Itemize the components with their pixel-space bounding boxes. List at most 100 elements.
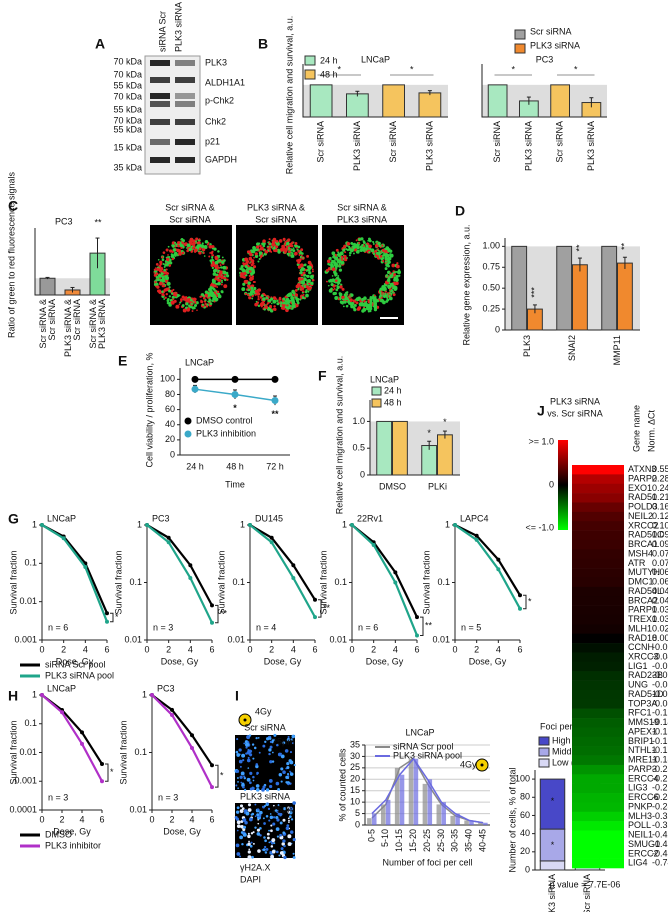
point: [291, 563, 296, 568]
band: [175, 157, 195, 163]
gene-name: LIG4: [628, 858, 648, 868]
dose-label: 4Gy: [460, 759, 477, 769]
signal-dot: [384, 283, 387, 287]
signal-dot: [167, 245, 170, 248]
bar: [413, 758, 419, 825]
survival-curve: [454, 524, 521, 596]
signal-dot: [277, 787, 281, 791]
signal-dot: [174, 255, 177, 257]
signal-dot: [269, 304, 272, 308]
signal-dot: [171, 257, 175, 261]
signal-dot: [282, 770, 286, 774]
bar-segment: [539, 860, 566, 871]
signal-dot: [288, 759, 292, 763]
signal-dot: [276, 299, 279, 303]
bar: [422, 783, 428, 825]
panel-label: J: [537, 403, 545, 419]
signal-dot: [292, 247, 295, 250]
band: [150, 93, 170, 99]
heatmap-cell: [572, 858, 624, 869]
blot: [144, 55, 201, 175]
signal-dot: [274, 809, 278, 812]
signal-dot: [154, 280, 157, 284]
signal-dot: [193, 303, 198, 308]
signal-dot: [346, 305, 349, 307]
panel-label: G: [8, 511, 19, 527]
x-tick-label: 2: [61, 644, 66, 654]
signal-dot: [355, 239, 358, 242]
signal-dot: [343, 244, 347, 248]
signal-dot: [265, 814, 269, 818]
gene-value: -0.429: [652, 830, 668, 840]
bar: [455, 813, 460, 825]
signal-dot: [290, 254, 295, 258]
mw-marker: 55 kDa: [113, 80, 142, 90]
heatmap-cell: [572, 802, 624, 813]
gene-name: PARP3: [628, 764, 657, 774]
y-tick-label: 60: [165, 404, 175, 414]
y-tick-label: 0.1: [129, 577, 142, 587]
gene-value: -0.173: [652, 745, 668, 755]
signal-dot: [202, 296, 206, 300]
signal-dot: [275, 816, 279, 820]
signal-dot: [384, 267, 388, 271]
signal-dot: [214, 298, 218, 302]
signal-dot: [387, 264, 390, 268]
point: [166, 535, 171, 540]
heatmap-cell: [572, 568, 624, 578]
x-tick-label: SNAI2: [567, 335, 577, 361]
x-tick-label: Scr siRNA &: [88, 299, 98, 349]
signal-dot: [255, 764, 259, 769]
point: [453, 523, 457, 527]
sig-bracket: [110, 612, 114, 623]
signal-dot: [334, 259, 336, 262]
signal-dot: [254, 254, 259, 258]
x-tick-label: Scr siRNA: [388, 121, 398, 163]
signal-dot: [239, 775, 243, 779]
y-tick-label: 35: [350, 739, 360, 749]
signal-dot: [249, 277, 253, 282]
significance: *: [443, 417, 447, 427]
n-label: n = 6: [48, 622, 68, 632]
signal-dot: [299, 269, 302, 272]
heatmap-cell: [572, 624, 624, 634]
signal-dot: [177, 244, 181, 248]
n-label: n = 4: [256, 622, 276, 632]
signal-dot: [392, 270, 395, 273]
bar: [408, 758, 414, 825]
significance: *: [410, 64, 414, 74]
signal-dot: [249, 252, 253, 257]
signal-dot: [356, 251, 360, 254]
signal-dot: [286, 737, 291, 742]
signal-dot: [241, 807, 245, 810]
signal-dot: [255, 763, 259, 766]
x-tick-label: 0: [247, 644, 252, 654]
y-tick-label: 0.01: [329, 634, 347, 644]
signal-dot: [262, 239, 266, 243]
signal-dot: [263, 836, 266, 839]
signal-dot: [221, 281, 223, 284]
column-header: Gene name: [631, 405, 641, 452]
signal-dot: [254, 252, 258, 256]
bar: [441, 802, 446, 825]
signal-dot: [214, 260, 219, 265]
signal-dot: [286, 252, 289, 256]
signal-dot: [265, 737, 270, 741]
legend-label: PLK3 inhibition: [196, 428, 256, 438]
signal-dot: [377, 241, 381, 246]
signal-dot: [389, 272, 392, 275]
signal-dot: [244, 292, 247, 296]
gene-name: EXO1: [628, 483, 652, 493]
gene-name: NEIL1: [628, 830, 653, 840]
panel-label: I: [235, 688, 239, 704]
signal-dot: [237, 787, 239, 789]
signal-dot: [279, 833, 282, 837]
signal-dot: [343, 254, 347, 259]
axis-label: Dose, Gy: [56, 656, 94, 666]
signal-dot: [270, 824, 273, 827]
signal-dot: [336, 259, 341, 264]
significance: *: [427, 428, 431, 438]
x-tick-label: PLK3 siRNA: [523, 121, 533, 171]
signal-dot: [236, 820, 241, 825]
significance: *: [115, 612, 119, 622]
